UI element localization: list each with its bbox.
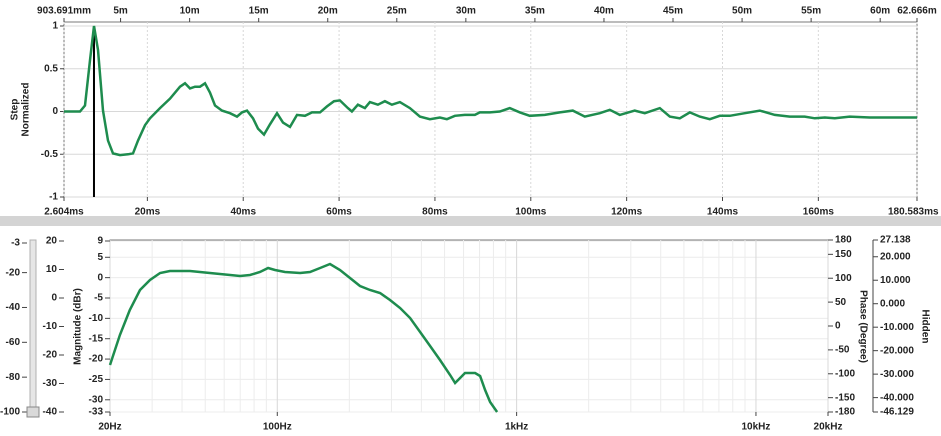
x-tick-label: 80ms [422, 207, 448, 218]
magnitude-plot-frame [109, 239, 829, 413]
y2-axis-label: Phase (Degree) [857, 290, 868, 363]
x2-tick-label: 10m [180, 6, 200, 17]
axis-tick-label: -33 [89, 407, 104, 418]
axis-tick-label: -40 [43, 407, 58, 418]
x2-tick-label: 903.691mm [37, 6, 91, 17]
axis-tick-label: -80 [6, 372, 21, 383]
y-tick-label: -0.5 [41, 149, 59, 160]
step-line [64, 25, 917, 157]
axis-tick-label: -20.000 [880, 345, 914, 356]
x-tick-label: 160ms [803, 207, 835, 218]
x2-tick-label: 45m [663, 6, 683, 17]
axis-tick-label: -180 [835, 407, 855, 418]
axis-tick-label: -46.129 [880, 407, 914, 418]
axis-tick-label: -5 [94, 293, 103, 304]
axis-tick-label: 100 [835, 273, 852, 284]
x2-tick-label: 20m [318, 6, 338, 17]
axis-tick-label: -50 [835, 345, 850, 356]
y-axis-label: Normalized [21, 83, 32, 137]
axis-tick-label: -100 [0, 407, 20, 418]
axis-tick-label: -100 [835, 368, 855, 379]
x-tick-label: 1kHz [505, 422, 528, 433]
magnitude-line [108, 262, 499, 413]
axis-tick-label: -30 [43, 378, 58, 389]
axis-tick-label: -15 [89, 333, 104, 344]
x-tick-label: 140ms [707, 207, 739, 218]
x-tick-label: 100ms [515, 207, 547, 218]
axis-tick-label: -30 [89, 394, 104, 405]
axis-tick-label: -25 [89, 374, 104, 385]
axis-tick-label: -10 [43, 321, 58, 332]
y-axis-label: Step [10, 99, 21, 121]
axis-tick-label: -40 [6, 302, 21, 313]
y3-axis-label: Hidden [919, 310, 930, 344]
pane-separator[interactable] [0, 216, 941, 226]
x-tick-label: 20kHz [814, 422, 843, 433]
axis-tick-label: 50 [835, 297, 847, 308]
x-tick-label: 120ms [611, 207, 643, 218]
x2-tick-label: 35m [525, 6, 545, 17]
axis-tick-label: 10 [46, 264, 58, 275]
y-tick-label: -1 [49, 192, 58, 203]
x2-tick-label: 60m [870, 6, 890, 17]
y-tick-label: 0.5 [44, 63, 58, 74]
x-tick-label: 100Hz [263, 422, 292, 433]
axis-tick-label: 5 [97, 252, 103, 263]
axis-tick-label: -40.000 [880, 392, 914, 403]
x2-tick-label: 50m [732, 6, 752, 17]
x-tick-label: 2.604ms [44, 207, 84, 218]
axis-tick-label: 0 [51, 293, 57, 304]
x2-tick-label: 25m [387, 6, 407, 17]
y-tick-label: 1 [52, 21, 58, 32]
axis-tick-label: 20 [46, 236, 58, 247]
x-tick-label: 20Hz [98, 422, 121, 433]
axis-tick-label: -10 [89, 313, 104, 324]
x-tick-label: 20ms [135, 207, 161, 218]
axis-tick-label: -60 [6, 337, 21, 348]
axis-tick-label: -20 [43, 350, 58, 361]
axis-tick-label: 0 [835, 321, 841, 332]
x-tick-label: 10kHz [742, 422, 771, 433]
x-tick-label: 40ms [230, 207, 256, 218]
axis-tick-label: -150 [835, 392, 855, 403]
x2-tick-label: 62.666m [897, 6, 937, 17]
axis-tick-label: 180 [835, 235, 852, 246]
x2-tick-label: 5m [113, 6, 128, 17]
axis-tick-label: 10.000 [880, 275, 911, 286]
x2-tick-label: 55m [801, 6, 821, 17]
axis-tick-label: 0.000 [880, 298, 905, 309]
x-tick-label: 60ms [326, 207, 352, 218]
axis-tick-label: 20.000 [880, 251, 911, 262]
axis-tick-label: 150 [835, 249, 852, 260]
axis-tick-label: -20 [89, 354, 104, 365]
x2-tick-label: 30m [456, 6, 476, 17]
axis-tick-label: 0 [97, 272, 103, 283]
x2-tick-label: 40m [594, 6, 614, 17]
x-tick-label: 180.583ms [888, 207, 939, 218]
axis-tick-label: 9 [97, 236, 103, 247]
slider-thumb[interactable] [26, 406, 40, 418]
axis-tick-label: -20 [6, 267, 21, 278]
axis-tick-label: -3 [11, 238, 20, 249]
x2-tick-label: 15m [249, 6, 269, 17]
y-tick-label: 0 [52, 106, 58, 117]
step-plot-frame [63, 21, 918, 198]
axis-tick-label: -10.000 [880, 322, 914, 333]
y-axis-label: Magnitude (dBr) [73, 288, 84, 365]
axis-tick-label: -30.000 [880, 369, 914, 380]
slider-track[interactable] [29, 239, 37, 413]
axis-tick-label: 27.138 [880, 235, 911, 246]
